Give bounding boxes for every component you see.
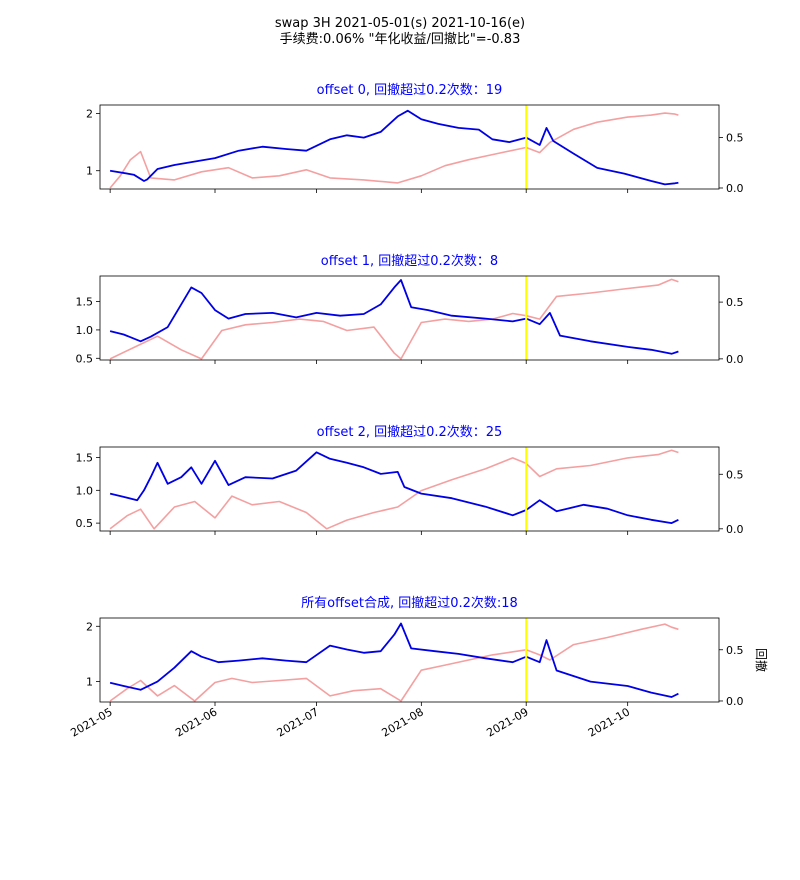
subplot-3: 所有offset合成, 回撤超过0.2次数:18 1 2 0.0 0.5 2021-05 2…: [68, 595, 769, 740]
left-tick-label: 1.0: [76, 324, 94, 337]
figure-title-line2: 手续费:0.06% "年化收益/回撤比"=-0.83: [280, 31, 521, 47]
right-tick-label: 0.5: [726, 131, 744, 144]
left-tick-label: 1.5: [76, 296, 94, 309]
equity-line: [109, 109, 679, 186]
left-tick-label: 2: [86, 108, 93, 121]
x-tick-label: 2021-09: [484, 705, 530, 739]
plot-frame: [99, 617, 720, 703]
subplot-0: offset 0, 回撤超过0.2次数：19 1 2 0.0 0.5: [86, 82, 744, 195]
equity-line: [109, 279, 679, 355]
drawdown-line: [109, 449, 679, 530]
right-tick-label: 0.5: [726, 468, 744, 481]
left-tick-label: 1: [86, 676, 93, 689]
right-tick-label: 0.0: [726, 182, 744, 195]
x-tick-label: 2021-07: [275, 705, 321, 739]
right-axis-label: 回撤: [754, 648, 769, 672]
plot-frame: [99, 275, 720, 361]
right-tick-label: 0.5: [726, 296, 744, 309]
left-tick-label: 1.0: [76, 484, 94, 497]
right-tick-label: 0.0: [726, 523, 744, 536]
left-tick-label: 0.5: [76, 352, 94, 365]
x-tick-label: 2021-08: [380, 705, 426, 739]
subplot-title: offset 0, 回撤超过0.2次数：19: [317, 82, 503, 98]
left-tick-label: 1.5: [76, 452, 94, 465]
subplot-2: offset 2, 回撤超过0.2次数：25 0.5 1.0 1.5 0.0 0.5: [76, 424, 744, 536]
plot-frame: [99, 446, 720, 532]
subplot-1: offset 1, 回撤超过0.2次数：8 0.5 1.0 1.5 0.0 0.5: [76, 253, 744, 366]
right-tick-label: 0.0: [726, 353, 744, 366]
left-tick-label: 1: [86, 165, 93, 178]
subplot-title: 所有offset合成, 回撤超过0.2次数:18: [301, 595, 518, 611]
drawdown-line: [109, 112, 679, 189]
right-tick-label: 0.5: [726, 644, 744, 657]
subplot-title: offset 1, 回撤超过0.2次数：8: [321, 253, 498, 269]
drawdown-line: [109, 278, 679, 360]
left-tick-label: 2: [86, 620, 93, 633]
x-tick-label: 2021-05: [68, 705, 114, 739]
equity-line: [109, 622, 679, 698]
x-tick-label: 2021-10: [586, 705, 632, 739]
subplot-title: offset 2, 回撤超过0.2次数：25: [317, 424, 503, 440]
x-tick-label: 2021-06: [173, 705, 219, 739]
drawdown-line: [109, 623, 679, 702]
right-tick-label: 0.0: [726, 695, 744, 708]
figure-title-line1: swap 3H 2021-05-01(s) 2021-10-16(e): [275, 16, 525, 31]
equity-line: [109, 451, 679, 524]
left-tick-label: 0.5: [76, 517, 94, 530]
plot-frame: [99, 104, 720, 190]
